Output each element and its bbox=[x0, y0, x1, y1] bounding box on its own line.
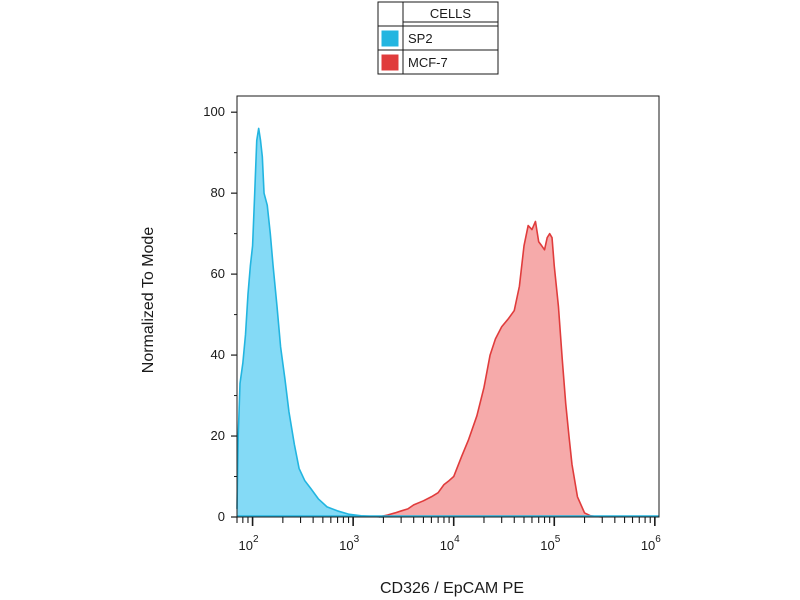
x-tick-label: 103 bbox=[339, 534, 359, 553]
series-area-fill bbox=[378, 221, 603, 518]
series-outline bbox=[236, 127, 384, 518]
legend-swatch bbox=[381, 30, 399, 47]
series-outline bbox=[378, 220, 603, 518]
y-axis-title: Normalized To Mode bbox=[140, 227, 157, 374]
x-tick-label: 106 bbox=[641, 534, 661, 553]
legend-entry-label: MCF-7 bbox=[408, 55, 448, 70]
x-tick-label: 104 bbox=[440, 534, 460, 553]
x-tick-label: 102 bbox=[239, 534, 259, 553]
y-tick-label: 60 bbox=[211, 266, 225, 281]
series-sp2 bbox=[236, 127, 384, 518]
x-tick-label: 105 bbox=[540, 534, 560, 553]
legend-header: CELLS bbox=[430, 6, 472, 21]
y-tick-label: 100 bbox=[203, 104, 225, 119]
series-mcf-7 bbox=[378, 220, 603, 518]
y-tick-label: 20 bbox=[211, 428, 225, 443]
x-axis-title: CD326 / EpCAM PE bbox=[380, 580, 524, 597]
plot-frame bbox=[236, 95, 660, 518]
legend: CELLS SP2 MCF-7 bbox=[377, 1, 499, 75]
legend-swatch bbox=[381, 54, 399, 71]
y-tick-label: 80 bbox=[211, 185, 225, 200]
y-tick-label: 0 bbox=[218, 509, 225, 524]
y-tick-label: 40 bbox=[211, 347, 225, 362]
legend-entry-label: SP2 bbox=[408, 31, 433, 46]
series-area-fill bbox=[237, 128, 384, 517]
